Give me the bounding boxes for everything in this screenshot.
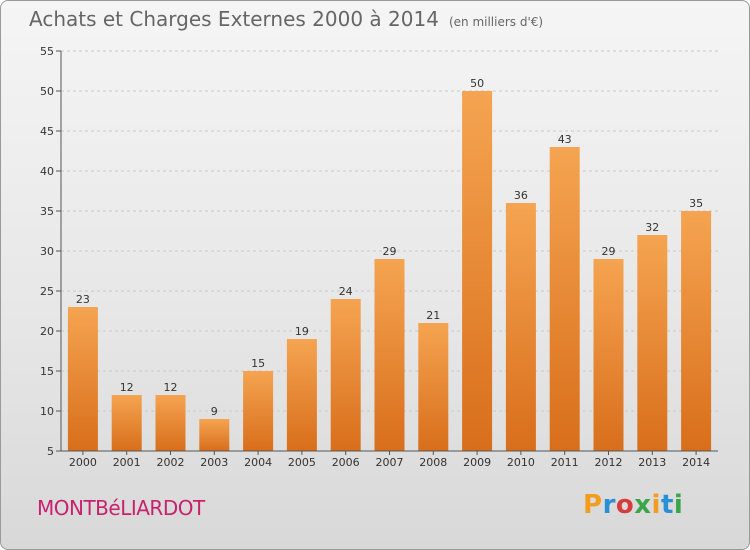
- data-label: 50: [470, 77, 484, 90]
- y-tick-label: 55: [40, 45, 54, 58]
- logo-letter: o: [615, 490, 635, 520]
- bar: [330, 299, 361, 451]
- x-tick-label: 2007: [376, 456, 404, 469]
- y-tick-label: 45: [40, 125, 54, 138]
- logo-letter: t: [660, 490, 674, 520]
- x-tick-label: 2001: [113, 456, 141, 469]
- bar: [111, 395, 142, 451]
- y-tick-label: 40: [40, 165, 54, 178]
- x-tick-label: 2000: [69, 456, 97, 469]
- x-tick-label: 2010: [507, 456, 535, 469]
- chart-title: Achats et Charges Externes 2000 à 2014 (e…: [29, 7, 543, 31]
- location-name: MONTBéLIARDOT: [37, 496, 205, 520]
- bar: [637, 235, 668, 451]
- data-label: 15: [251, 357, 265, 370]
- data-label: 36: [514, 189, 528, 202]
- x-tick-label: 2008: [419, 456, 447, 469]
- proxiti-logo[interactable]: Proxiti: [583, 490, 683, 520]
- x-tick-label: 2005: [288, 456, 316, 469]
- bar: [243, 371, 274, 451]
- y-tick-label: 50: [40, 85, 54, 98]
- data-label: 32: [645, 221, 659, 234]
- bar: [418, 323, 449, 451]
- data-label: 12: [164, 381, 178, 394]
- data-label: 29: [383, 245, 397, 258]
- y-tick-label: 5: [47, 445, 54, 458]
- bar: [155, 395, 186, 451]
- data-label: 35: [689, 197, 703, 210]
- y-tick-label: 35: [40, 205, 54, 218]
- x-tick-label: 2004: [244, 456, 272, 469]
- bar: [67, 307, 98, 451]
- y-tick-label: 10: [40, 405, 54, 418]
- bar: [593, 259, 624, 451]
- logo-letter: i: [651, 490, 661, 520]
- logo-letter: x: [634, 490, 652, 520]
- bar: [681, 211, 712, 451]
- x-tick-label: 2012: [595, 456, 623, 469]
- logo-letter: P: [583, 490, 603, 520]
- data-label: 21: [426, 309, 440, 322]
- title-text: Achats et Charges Externes 2000 à 2014: [29, 7, 439, 31]
- x-tick-label: 2011: [551, 456, 579, 469]
- logo-letter: i: [673, 490, 684, 520]
- data-label: 19: [295, 325, 309, 338]
- logo-letter: r: [602, 490, 616, 520]
- bar: [199, 419, 230, 451]
- x-tick-label: 2002: [157, 456, 185, 469]
- y-tick-label: 20: [40, 325, 54, 338]
- data-label: 9: [211, 405, 218, 418]
- bar: [462, 91, 493, 451]
- x-tick-label: 2006: [332, 456, 360, 469]
- bar: [286, 339, 317, 451]
- unit-note: (en milliers d'€): [448, 15, 544, 29]
- bar: [549, 147, 580, 451]
- data-label: 43: [558, 133, 572, 146]
- y-tick-label: 30: [40, 245, 54, 258]
- x-tick-label: 2013: [638, 456, 666, 469]
- bar: [374, 259, 405, 451]
- data-label: 29: [602, 245, 616, 258]
- y-tick-label: 25: [40, 285, 54, 298]
- x-tick-label: 2014: [682, 456, 710, 469]
- bar: [505, 203, 536, 451]
- y-tick-label: 15: [40, 365, 54, 378]
- data-label: 24: [339, 285, 353, 298]
- x-tick-label: 2003: [200, 456, 228, 469]
- x-tick-label: 2009: [463, 456, 491, 469]
- data-label: 23: [76, 293, 90, 306]
- data-label: 12: [120, 381, 134, 394]
